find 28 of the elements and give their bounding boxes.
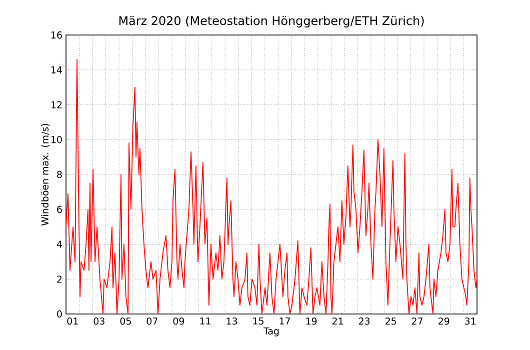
y-tick-label: 14 [51, 66, 62, 74]
y-tick-label: 16 [51, 31, 62, 39]
y-tick-label: 10 [51, 136, 62, 144]
y-tick-label: 0 [57, 310, 62, 318]
x-tick-label: 21 [332, 318, 343, 325]
y-tick-label: 12 [51, 101, 62, 108]
x-tick-label: 29 [438, 318, 450, 325]
x-tick-label: 15 [253, 318, 264, 325]
x-tick-label: 31 [465, 318, 476, 325]
x-tick-label: 19 [306, 318, 317, 325]
x-tick-label: 11 [200, 318, 210, 324]
x-tick-label: 23 [358, 318, 370, 325]
x-tick-label: 25 [385, 318, 396, 325]
x-tick-label: 09 [173, 318, 184, 325]
y-axis-title: Windböen max. (m/s) [41, 124, 50, 226]
y-tick-label: 8 [57, 170, 62, 178]
y-tick-label: 4 [56, 240, 62, 248]
x-tick-label: 07 [146, 318, 158, 325]
chart-title: März 2020 (Meteostation Hönggerberg/ETH Zürich) [119, 16, 424, 28]
x-tick-label: 01 [67, 318, 78, 325]
y-tick-label: 6 [57, 206, 62, 213]
x-tick-label: 17 [280, 318, 290, 324]
x-axis-title: Tag [263, 328, 279, 336]
y-tick-label: 2 [57, 276, 62, 283]
x-tick-label: 13 [226, 318, 237, 325]
x-tick-label: 27 [412, 318, 423, 325]
x-tick-label: 03 [94, 318, 104, 325]
x-tick-label: 05 [120, 318, 131, 325]
